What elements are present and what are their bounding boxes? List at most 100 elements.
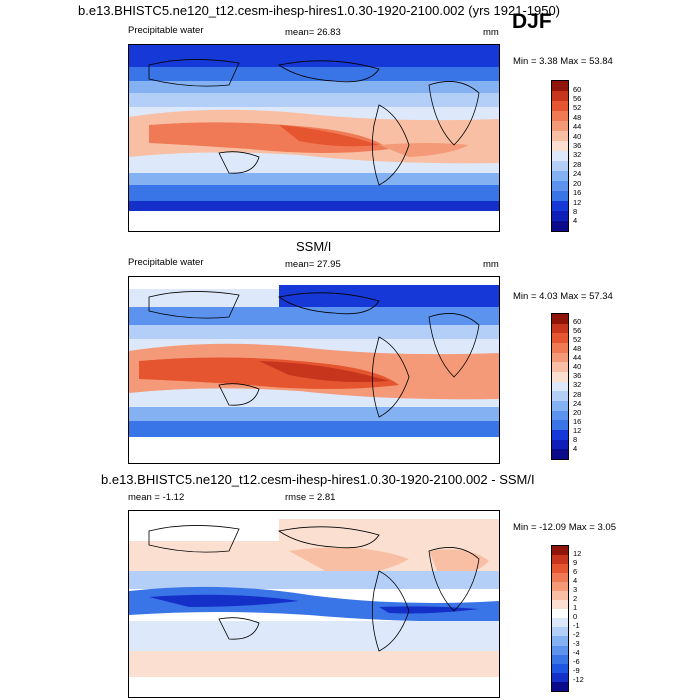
colorbar-tick: 36: [573, 371, 582, 380]
field-band: [129, 651, 499, 677]
coastlines: [148, 291, 480, 418]
colorbar-tick: -4: [573, 648, 580, 657]
obs-colorbar: [551, 313, 569, 460]
colorbar-tick: 40: [573, 362, 582, 371]
colorbar-tick: 56: [573, 94, 582, 103]
warm-pool-core: [259, 361, 389, 383]
mean-value: -1.12: [162, 492, 185, 503]
mean-label: mean=: [285, 27, 315, 38]
mean-value: 26.83: [316, 27, 341, 38]
colorbar-tick: 20: [573, 408, 582, 417]
rmse-readout: rmse = 2.81: [285, 492, 335, 503]
colorbar-tick: 60: [573, 85, 582, 94]
units-label: mm: [483, 259, 499, 270]
colorbar-tick: 8: [573, 435, 578, 444]
field-band: [279, 285, 499, 307]
min-max-readout: Min = 4.03 Max = 57.34: [513, 291, 613, 302]
model-map: [128, 44, 500, 232]
colorbar-tick: 44: [573, 122, 582, 131]
obs-field-svg: [129, 277, 499, 463]
colorbar-tick: 52: [573, 335, 582, 344]
colorbar-tick: 1: [573, 603, 578, 612]
min-label: Min =: [513, 522, 537, 533]
colorbar-tick: 28: [573, 160, 582, 169]
mean-readout: mean = -1.12: [128, 492, 184, 503]
field-band: [129, 173, 499, 185]
colorbar-tick: -12: [573, 675, 584, 684]
coastlines: [148, 59, 480, 186]
colorbar-tick: -9: [573, 666, 580, 675]
field-band: [129, 45, 499, 67]
antarctica-mask: [129, 677, 499, 697]
field-band: [129, 621, 499, 651]
field-band: [129, 307, 499, 325]
field-band: [129, 67, 499, 81]
antarctica-mask: [129, 211, 499, 231]
model-field-svg: [129, 45, 499, 231]
variable-label: Precipitable water: [128, 257, 204, 268]
mean-value: 27.95: [316, 259, 341, 270]
min-label: Min =: [513, 291, 537, 302]
colorbar-tick: 6: [573, 567, 578, 576]
colorbar-tick: -6: [573, 657, 580, 666]
colorbar-tick: 0: [573, 612, 578, 621]
colorbar-tick: -2: [573, 630, 580, 639]
colorbar-tick: 24: [573, 399, 582, 408]
colorbar-tick: 48: [573, 113, 582, 122]
figure-title: b.e13.BHISTC5.ne120_t12.cesm-ihesp-hires…: [78, 3, 561, 18]
positive-anomaly: [289, 547, 489, 577]
field-band: [129, 93, 499, 107]
rmse-value: 2.81: [316, 492, 336, 503]
difference-field-svg: [129, 511, 499, 697]
min-max-readout: Min = -12.09 Max = 3.05: [513, 522, 616, 533]
season-label: DJF: [512, 10, 552, 33]
max-label: Max =: [560, 56, 587, 67]
colorbar-tick: 4: [573, 216, 578, 225]
colorbar-tick: 40: [573, 132, 582, 141]
warm-pool-core: [279, 125, 379, 147]
colorbar-tick: 48: [573, 344, 582, 353]
difference-map: [128, 510, 500, 698]
max-label: Max =: [568, 522, 595, 533]
colorbar-tick: 12: [573, 198, 582, 207]
obs-map: [128, 276, 500, 464]
field-band: [129, 185, 499, 201]
colorbar-tick: 36: [573, 141, 582, 150]
strong-negative-anomaly: [149, 594, 479, 614]
coastlines: [148, 525, 480, 652]
min-value: -12.09: [539, 522, 567, 533]
units-label: mm: [483, 27, 499, 38]
itcz-east: [379, 143, 469, 157]
max-label: Max =: [560, 291, 587, 302]
field-band: [279, 519, 499, 541]
max-value: 53.84: [589, 56, 613, 67]
colorbar-tick: 28: [573, 390, 582, 399]
field-band: [129, 571, 499, 589]
colorbar-tick: 60: [573, 317, 582, 326]
panel-title: SSM/I: [296, 239, 332, 254]
colorbar-tick: 12: [573, 426, 582, 435]
panel-title: b.e13.BHISTC5.ne120_t12.cesm-ihesp-hires…: [101, 472, 535, 487]
colorbar-tick: 9: [573, 558, 578, 567]
warm-pool-region: [149, 122, 389, 153]
max-value: 57.34: [589, 291, 613, 302]
colorbar-tick: 20: [573, 179, 582, 188]
colorbar-tick: 56: [573, 326, 582, 335]
min-value: 4.03: [539, 291, 558, 302]
colorbar-tick: 44: [573, 353, 582, 362]
colorbar-tick: 2: [573, 594, 578, 603]
colorbar-tick: 52: [573, 103, 582, 112]
antarctica-mask: [129, 437, 499, 463]
field-band: [129, 81, 499, 93]
colorbar-tick: -3: [573, 639, 580, 648]
colorbar-tick: 24: [573, 169, 582, 178]
mean-label: mean=: [285, 259, 315, 270]
mean-readout: mean= 27.95: [285, 259, 341, 270]
max-value: 3.05: [597, 522, 617, 533]
min-value: 3.38: [539, 56, 558, 67]
colorbar-tick: 3: [573, 585, 578, 594]
model-colorbar: [551, 80, 569, 232]
field-band: [129, 407, 499, 421]
colorbar-tick: 16: [573, 417, 582, 426]
colorbar-tick: 16: [573, 188, 582, 197]
